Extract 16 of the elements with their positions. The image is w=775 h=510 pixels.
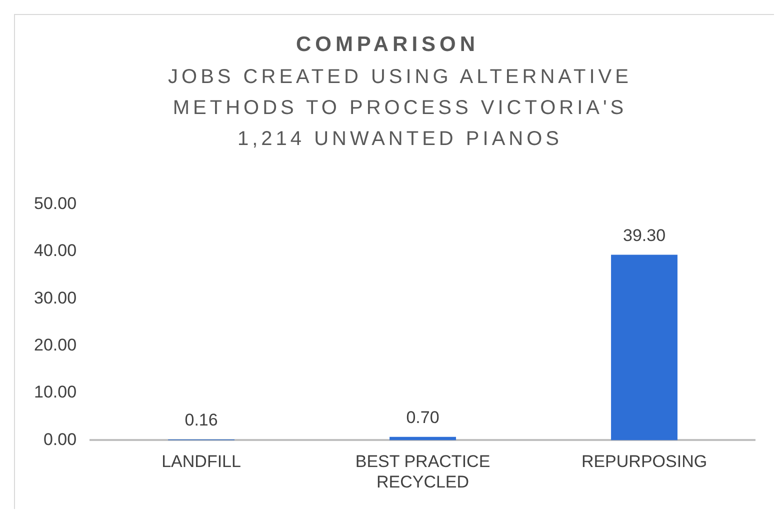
chart-title: COMPARISON [294,33,480,57]
chart-subtitle: JOBS CREATED USING ALTERNATIVE METHODS TO PROCESS VICTORIA'S 1,214 UNWANTED PIANOS [167,65,633,152]
y-tick-label: 0.00 [43,430,77,449]
y-tick-label: 50.00 [34,194,77,213]
x-tick-label: REPURPOSING [581,452,708,472]
y-tick-label: 30.00 [34,288,77,308]
y-tick-label: 10.00 [34,382,77,402]
data-label: 0.16 [184,410,218,430]
x-tick-label: LANDFILL [162,452,241,472]
x-tick-label: BEST PRACTICE RECYCLED [355,452,490,492]
data-label: 0.70 [406,408,440,428]
data-label: 39.30 [622,226,666,245]
y-tick-label: 20.00 [34,335,77,354]
y-tick-label: 40.00 [34,241,77,260]
bar [390,436,456,440]
bar [611,254,678,440]
